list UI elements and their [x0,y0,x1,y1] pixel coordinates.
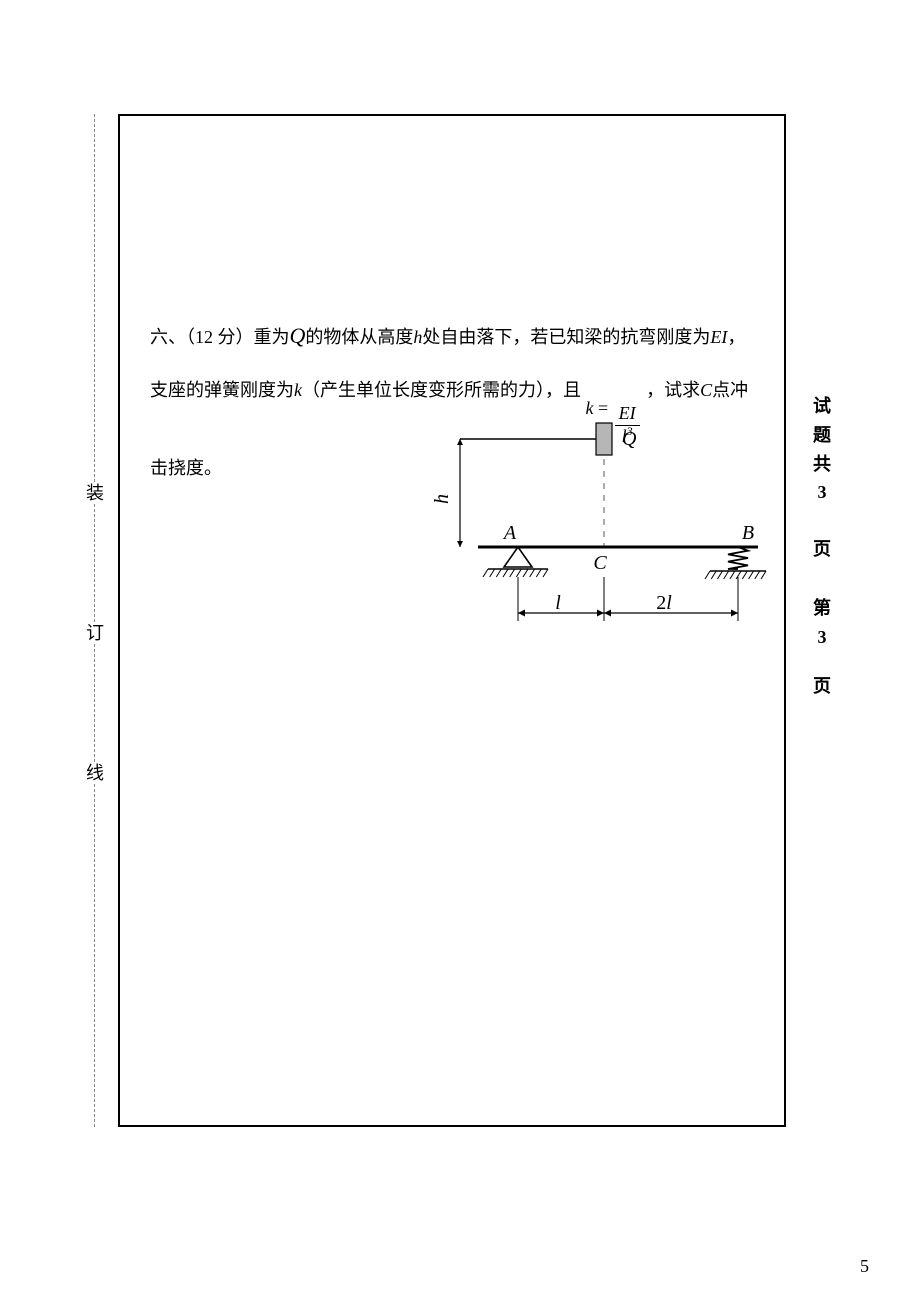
q1d: ， [727,327,745,347]
q1b: 的物体从高度 [305,327,413,347]
side-block2: 第 3 [810,594,834,652]
binding-label-zhuang: 装 [85,484,105,502]
svg-text:h: h [431,494,453,504]
q1c: 处自由落下，若已知梁的抗弯刚度为 [422,327,710,347]
svg-text:l: l [555,592,561,614]
side-ye1: 页 [810,535,834,564]
frac-lhs: k [586,398,594,418]
sym-Q: Q [290,323,306,348]
side-ye2: 页 [810,672,834,701]
q1a: 重为 [254,327,290,347]
frac-eq: = [598,398,608,418]
side-block1: 试 题 共 3 [810,392,834,507]
svg-text:2l: 2l [656,592,672,614]
sym-EI: EI [710,327,727,347]
q2c: ，试求 [646,380,700,400]
question-points: （12 分） [186,327,254,347]
question-line1: 六、（12 分）重为Q的物体从高度h处自由落下，若已知梁的抗弯刚度为EI， [150,310,758,363]
sym-C: C [700,380,712,400]
beam-diagram: Qh A B Cl 2l [418,417,778,657]
svg-text:C: C [593,552,607,574]
svg-text:B: B [742,522,754,544]
q2b: （产生单位长度变形所需的力），且 [302,380,581,400]
sym-k: k [294,380,302,400]
svg-text:Q: Q [622,428,637,450]
question-number: 六、 [150,327,186,347]
page-number: 5 [860,1256,869,1277]
svg-text:A: A [502,522,517,544]
q2a: 支座的弹簧刚度为 [150,380,294,400]
binding-line [94,114,95,1127]
binding-label-ding: 订 [85,624,105,642]
binding-label-xian: 线 [85,764,105,782]
